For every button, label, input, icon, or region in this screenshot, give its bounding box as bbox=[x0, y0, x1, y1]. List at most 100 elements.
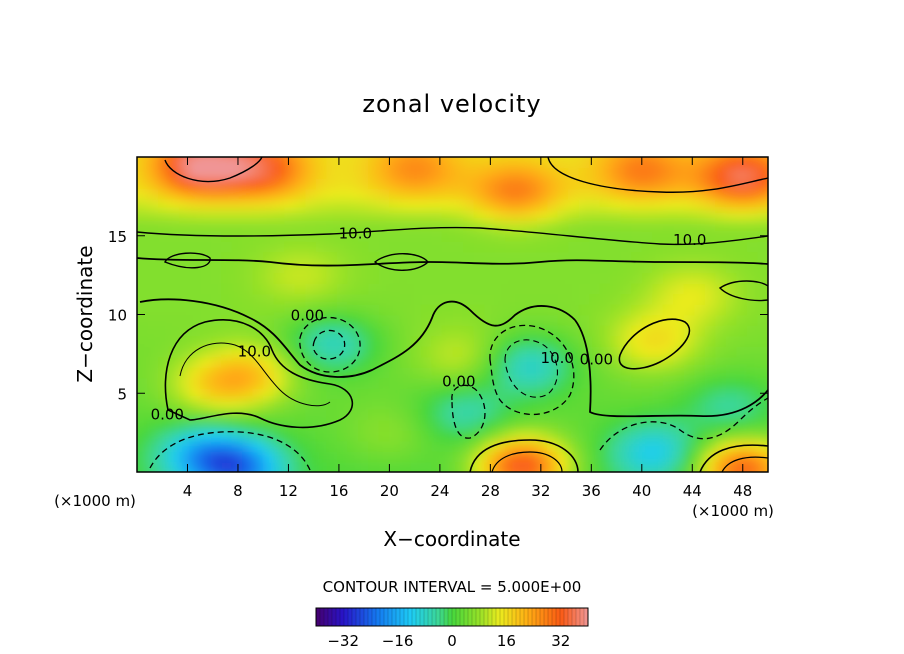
contour-zero-upper bbox=[137, 257, 768, 267]
colorbar-swatch bbox=[360, 608, 365, 626]
contour-zero-right bbox=[574, 319, 768, 418]
colorbar-swatch bbox=[544, 608, 549, 626]
contour-interval-note: CONTOUR INTERVAL = 5.000E+00 bbox=[323, 578, 582, 596]
colorbar-swatch bbox=[436, 608, 441, 626]
contour-negative-mid-inner bbox=[504, 339, 558, 398]
colorbar-swatch bbox=[364, 608, 369, 626]
colorbar-swatch bbox=[564, 608, 569, 626]
colorbar-swatch bbox=[384, 608, 389, 626]
colorbar-swatch bbox=[468, 608, 473, 626]
colorbar-swatch bbox=[336, 608, 341, 626]
contour-upper-blob-2 bbox=[373, 253, 429, 271]
velocity-field bbox=[137, 157, 768, 472]
colorbar-swatch bbox=[540, 608, 545, 626]
colorbar-tick-label: −16 bbox=[382, 632, 414, 650]
colorbar-swatch bbox=[420, 608, 425, 626]
colorbar-ticks: −32 −16 0 16 32 bbox=[327, 632, 570, 650]
colorbar-swatch bbox=[504, 608, 509, 626]
colorbar-swatch bbox=[496, 608, 501, 626]
contour-negative-core bbox=[312, 329, 346, 360]
x-tick-label: 36 bbox=[582, 482, 601, 500]
colorbar-swatch bbox=[484, 608, 489, 626]
colorbar-swatch bbox=[464, 608, 469, 626]
colorbar-swatch bbox=[516, 608, 521, 626]
contour-label: 0.00 bbox=[291, 307, 324, 325]
x-tick-label: 20 bbox=[380, 482, 399, 500]
x-tick-label: 40 bbox=[632, 482, 651, 500]
x-tick-label: 28 bbox=[481, 482, 500, 500]
colorbar-swatch bbox=[452, 608, 457, 626]
contour-label: 10.0 bbox=[673, 231, 706, 249]
colorbar-swatch bbox=[528, 608, 533, 626]
x-unit-left: (×1000 m) bbox=[54, 492, 136, 510]
x-axis: 4 8 12 16 20 24 28 32 36 40 44 48 bbox=[183, 157, 752, 500]
colorbar-swatch bbox=[440, 608, 445, 626]
colorbar-tick-label: 32 bbox=[551, 632, 570, 650]
x-tick-label: 16 bbox=[329, 482, 348, 500]
colorbar-swatch bbox=[332, 608, 337, 626]
colorbar-swatch bbox=[372, 608, 377, 626]
colorbar-swatch bbox=[356, 608, 361, 626]
colorbar-swatch bbox=[320, 608, 325, 626]
colorbar-swatch bbox=[328, 608, 333, 626]
contour-positive-bottom-mid bbox=[469, 439, 579, 472]
x-tick-label: 48 bbox=[733, 482, 752, 500]
contour-top-right bbox=[547, 157, 768, 193]
contour-ten-top bbox=[137, 226, 768, 246]
colorbar-swatch bbox=[368, 608, 373, 626]
contour-label: 10.0 bbox=[541, 349, 574, 367]
x-tick-label: 44 bbox=[683, 482, 702, 500]
y-axis: 5 10 15 bbox=[108, 228, 768, 403]
colorbar-swatch bbox=[456, 608, 461, 626]
contour-top-warm bbox=[164, 157, 263, 183]
colorbar-swatch bbox=[340, 608, 345, 626]
colorbar-swatch bbox=[416, 608, 421, 626]
colorbar-swatch bbox=[576, 608, 581, 626]
contour-positive-bottom-right bbox=[699, 444, 768, 472]
x-tick-label: 32 bbox=[531, 482, 550, 500]
colorbar-swatch bbox=[404, 608, 409, 626]
contour-loop-left bbox=[164, 319, 354, 429]
colorbar-swatch bbox=[580, 608, 585, 626]
colorbar-swatch bbox=[392, 608, 397, 626]
colorbar-swatch bbox=[472, 608, 477, 626]
y-axis-label: Z−coordinate bbox=[73, 245, 97, 382]
colorbar-swatch bbox=[460, 608, 465, 626]
colorbar-swatch bbox=[396, 608, 401, 626]
colorbar-swatch bbox=[560, 608, 565, 626]
colorbar bbox=[315, 608, 589, 626]
chart-title: zonal velocity bbox=[362, 90, 541, 118]
colorbar-swatch bbox=[524, 608, 529, 626]
colorbar-swatch bbox=[324, 608, 329, 626]
x-tick-label: 12 bbox=[279, 482, 298, 500]
colorbar-swatch bbox=[536, 608, 541, 626]
colorbar-swatch bbox=[380, 608, 385, 626]
contour-positive-bottom-mid-inner bbox=[491, 451, 563, 472]
colorbar-swatch bbox=[388, 608, 393, 626]
contour-label-layer: 10.0 0.00 10.0 0.00 0.00 10.0 0.00 10.0 bbox=[151, 225, 707, 424]
colorbar-swatch bbox=[448, 608, 453, 626]
colorbar-swatch bbox=[476, 608, 481, 626]
colorbar-swatch bbox=[432, 608, 437, 626]
contour-positive-bottom-right-inner bbox=[721, 456, 768, 472]
contour-negative-center bbox=[299, 316, 361, 373]
colorbar-swatch bbox=[548, 608, 553, 626]
contour-label: 10.0 bbox=[339, 225, 372, 243]
contour-zero-left bbox=[139, 298, 576, 378]
colorbar-swatch bbox=[348, 608, 353, 626]
colorbar-swatch bbox=[572, 608, 577, 626]
colorbar-swatch bbox=[316, 608, 321, 626]
colorbar-swatch bbox=[492, 608, 497, 626]
contour-label: 10.0 bbox=[238, 343, 271, 361]
colorbar-swatch bbox=[412, 608, 417, 626]
contour-negative-right bbox=[599, 397, 768, 451]
contour-upper-blob-1 bbox=[164, 252, 211, 269]
x-tick-label: 4 bbox=[183, 482, 193, 500]
colorbar-swatch bbox=[508, 608, 513, 626]
contour-label: 0.00 bbox=[580, 351, 613, 369]
colorbar-swatch bbox=[408, 608, 413, 626]
x-tick-label: 8 bbox=[233, 482, 243, 500]
contour-negative-bottom-left bbox=[149, 431, 311, 471]
colorbar-frame bbox=[315, 607, 589, 627]
